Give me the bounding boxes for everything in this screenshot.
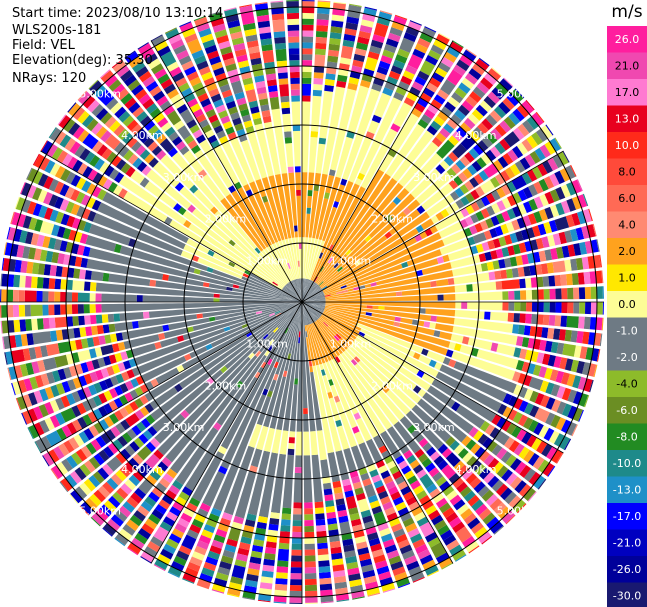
range-ring-label: 2.00km [205, 213, 247, 226]
range-ring-label: 4.00km [121, 129, 163, 142]
range-ring-labels: 1.00km 1.00km 1.00km 1.00km 2.00km 2.00km 2.00… [79, 87, 538, 517]
range-ring-label: 3.00km [163, 421, 205, 434]
range-ring-label: 1.00km [330, 254, 372, 267]
velocity-bin-group [12, 1, 582, 604]
range-ring-label: 5.00km [497, 87, 539, 100]
azimuth-spoke [40, 150, 303, 303]
azimuth-spoke [301, 301, 564, 454]
azimuth-spoke [301, 301, 454, 564]
azimuth-spokes [0, 0, 604, 604]
field-label: Field: VEL [12, 38, 75, 53]
azimuth-spoke [150, 301, 303, 564]
nrays-label: NRays: 120 [12, 71, 87, 86]
range-ring-label: 5.00km [79, 505, 121, 518]
start-time-label: Start time: 2023/08/10 13:10:14 [12, 6, 224, 21]
velocity-bin-group [1, 0, 594, 600]
range-ring-label: 4.00km [121, 463, 163, 476]
range-ring-label: 5.00km [79, 87, 121, 100]
range-ring-label: 2.00km [205, 379, 247, 392]
range-ring-label: 3.00km [413, 421, 455, 434]
azimuth-spoke [40, 301, 303, 454]
azimuth-spoke [301, 40, 454, 303]
azimuth-spoke [301, 150, 564, 303]
range-ring-label: 3.00km [413, 171, 455, 184]
range-ring-label: 1.00km [246, 338, 288, 351]
range-ring-label: 5.00km [497, 505, 539, 518]
elevation-label: Elevation(deg): 35.30 [12, 53, 153, 68]
velocity-bin-group [1, 3, 604, 594]
range-ring-label: 2.00km [371, 213, 413, 226]
range-ring-label: 4.00km [455, 463, 497, 476]
azimuth-spoke [150, 40, 303, 303]
range-ring-label: 1.00km [330, 338, 372, 351]
velocity-bin-group [1, 26, 584, 592]
instrument-label: WLS200s-181 [12, 23, 102, 38]
range-ring-label: 2.00km [371, 379, 413, 392]
range-ring-label: 3.00km [163, 171, 205, 184]
range-ring-label: 4.00km [455, 129, 497, 142]
range-ring-label: 1.00km [246, 254, 288, 267]
